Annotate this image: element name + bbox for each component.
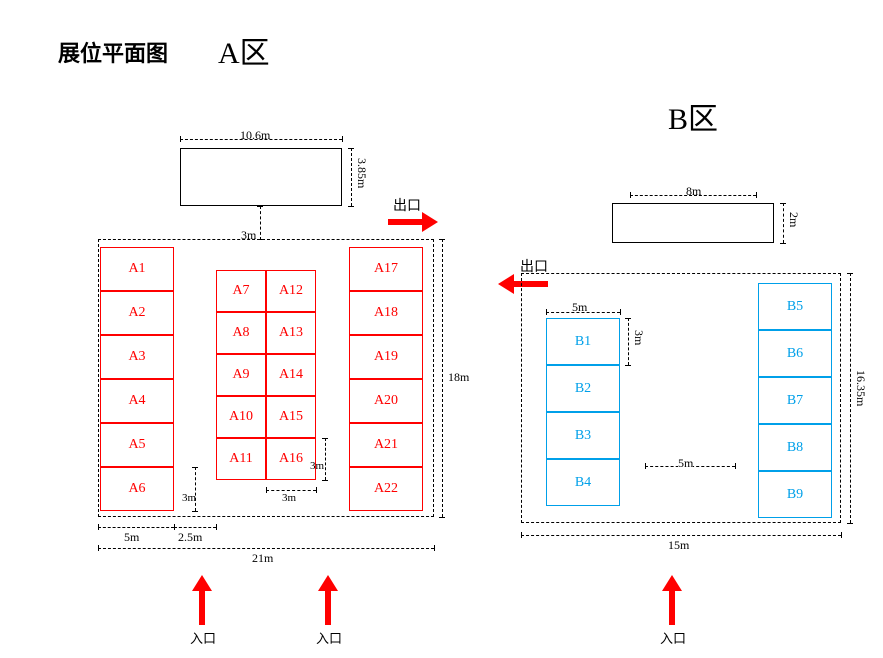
booth-b2: B2: [546, 365, 620, 412]
booth-a15: A15: [266, 396, 316, 438]
booth-a22: A22: [349, 467, 423, 511]
dim-b-top-h: 2m: [786, 212, 801, 227]
arrow-exit-a: [388, 212, 438, 232]
booth-b3: B3: [546, 412, 620, 459]
dim-a-height: 18m: [448, 370, 469, 385]
booth-a18: A18: [349, 291, 423, 335]
dim-a-col-left-h: 3m: [182, 492, 196, 504]
dim-b-left-h: 3m: [631, 330, 646, 345]
dim-a-total-w: 21m: [252, 551, 273, 566]
booth-a11: A11: [216, 438, 266, 480]
dim-b-top-w: 8m: [686, 184, 701, 199]
dim-a-center-w: 3m: [282, 492, 296, 504]
booth-a7: A7: [216, 270, 266, 312]
booth-a8: A8: [216, 312, 266, 354]
booth-b8: B8: [758, 424, 832, 471]
booth-a21: A21: [349, 423, 423, 467]
booth-a12: A12: [266, 270, 316, 312]
zone-b-top-block: [612, 203, 774, 243]
dim-b-height: 16.35m: [853, 370, 868, 406]
booth-a1: A1: [100, 247, 174, 291]
page-title: 展位平面图: [58, 36, 168, 68]
booth-a5: A5: [100, 423, 174, 467]
booth-b6: B6: [758, 330, 832, 377]
booth-a4: A4: [100, 379, 174, 423]
entrance-label-b: 入口: [660, 628, 686, 647]
booth-a13: A13: [266, 312, 316, 354]
arrow-enter-a1: [192, 575, 212, 625]
booth-a3: A3: [100, 335, 174, 379]
arrow-enter-a2: [318, 575, 338, 625]
booth-a6: A6: [100, 467, 174, 511]
booth-b4: B4: [546, 459, 620, 506]
booth-b5: B5: [758, 283, 832, 330]
entrance-label-a1: 入口: [190, 628, 216, 647]
entrance-label-a2: 入口: [316, 628, 342, 647]
booth-b1: B1: [546, 318, 620, 365]
booth-a2: A2: [100, 291, 174, 335]
booth-a14: A14: [266, 354, 316, 396]
booth-a19: A19: [349, 335, 423, 379]
dim-a-bottom-5m: 5m: [124, 530, 139, 545]
dim-b-total-w: 15m: [668, 538, 689, 553]
dim-a-bottom-2.5m: 2.5m: [178, 530, 202, 545]
booth-a9: A9: [216, 354, 266, 396]
dim-a-top-w: 10.6m: [240, 128, 270, 143]
booth-a10: A10: [216, 396, 266, 438]
zone-a-top-block: [180, 148, 342, 206]
booth-b7: B7: [758, 377, 832, 424]
dim-b-left-w: 5m: [572, 300, 587, 315]
dim-a-top-h: 3.85m: [354, 158, 369, 188]
zone-a-title: A区: [218, 28, 270, 72]
booth-a17: A17: [349, 247, 423, 291]
booth-a16: A16: [266, 438, 316, 480]
dim-b-gap-w: 5m: [678, 456, 693, 471]
booth-b9: B9: [758, 471, 832, 518]
booth-a20: A20: [349, 379, 423, 423]
zone-b-title: B区: [668, 94, 718, 138]
arrow-enter-b: [662, 575, 682, 625]
